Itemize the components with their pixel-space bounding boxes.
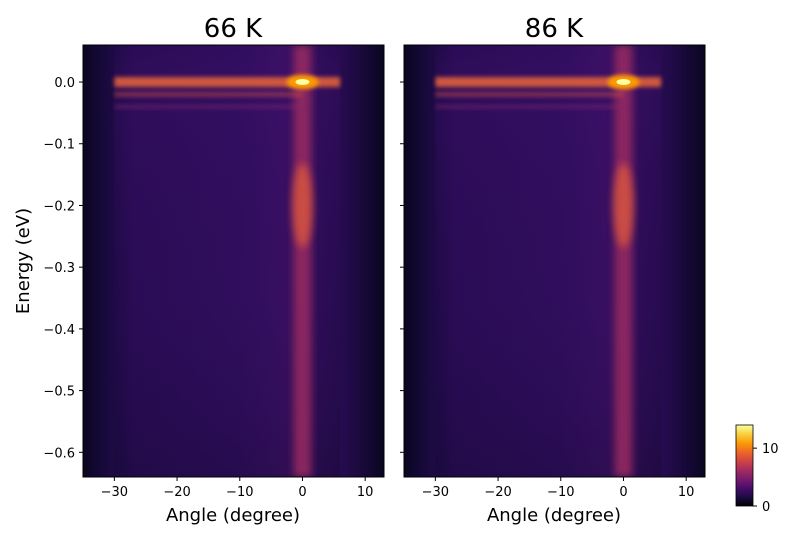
x-tick-label: −30 xyxy=(422,485,449,500)
fermi-level-band xyxy=(114,77,341,88)
x-tick-label: 10 xyxy=(357,485,374,500)
y-ticks-86k xyxy=(400,81,404,453)
colorbar-tick-label: 0 xyxy=(762,500,770,515)
x-tick-label: 0 xyxy=(619,485,627,500)
secondary-maximum xyxy=(292,163,313,248)
y-ticks-66k: 0.0 −0.1 −0.2 −0.3 −0.4 −0.5 −0.6 xyxy=(43,76,83,461)
y-tick-label: 0.0 xyxy=(54,76,75,91)
y-tick-label: −0.4 xyxy=(43,323,75,338)
fermi-level-band xyxy=(435,77,662,88)
y-tick-label: −0.2 xyxy=(43,199,75,214)
y-tick-label: −0.3 xyxy=(43,261,75,276)
vertical-streak xyxy=(293,45,312,477)
sub-band-2 xyxy=(435,104,624,109)
axes-frame-86k xyxy=(403,44,706,478)
x-tick-label: 10 xyxy=(678,485,695,500)
x-tick-label: −10 xyxy=(226,485,253,500)
secondary-maximum xyxy=(613,163,634,248)
y-tick-label: −0.6 xyxy=(43,446,75,461)
panel-66k: 66 K −30 −20 −10 0 10 0.0 −0.1 −0.2 −0.3 −0.4 −0.… xyxy=(13,14,385,526)
x-axis-label-66k: Angle (degree) xyxy=(166,505,300,526)
x-tick-label: −20 xyxy=(484,485,511,500)
y-tick-label: −0.1 xyxy=(43,138,75,153)
vertical-streak xyxy=(614,45,633,477)
colorbar: 0 10 xyxy=(735,424,779,515)
panel-86k: 86 K −30 −20 −10 0 10 Angle (degree) xyxy=(400,14,706,526)
sub-band-2 xyxy=(114,104,303,109)
sub-band-1 xyxy=(114,91,303,97)
x-axis-label-86k: Angle (degree) xyxy=(487,505,621,526)
heatmap-66k xyxy=(83,45,384,477)
hot-spot-core xyxy=(616,79,631,86)
colorbar-gradient xyxy=(735,424,754,507)
hot-spot-core xyxy=(295,79,310,86)
heatmap-86k xyxy=(404,45,705,477)
x-ticks-66k: −30 −20 −10 0 10 xyxy=(101,477,374,500)
x-tick-label: −20 xyxy=(163,485,190,500)
colorbar-ticks: 0 10 xyxy=(753,442,779,515)
panel-title-86k: 86 K xyxy=(525,14,584,44)
x-tick-label: 0 xyxy=(298,485,306,500)
panel-title-66k: 66 K xyxy=(204,14,263,44)
colorbar-tick-label: 10 xyxy=(762,442,779,457)
x-tick-label: −30 xyxy=(101,485,128,500)
x-tick-label: −10 xyxy=(547,485,574,500)
y-axis-label: Energy (eV) xyxy=(13,208,34,314)
axes-frame-66k xyxy=(82,44,385,478)
sub-band-1 xyxy=(435,91,624,97)
y-tick-label: −0.5 xyxy=(43,385,75,400)
x-ticks-86k: −30 −20 −10 0 10 xyxy=(422,477,695,500)
